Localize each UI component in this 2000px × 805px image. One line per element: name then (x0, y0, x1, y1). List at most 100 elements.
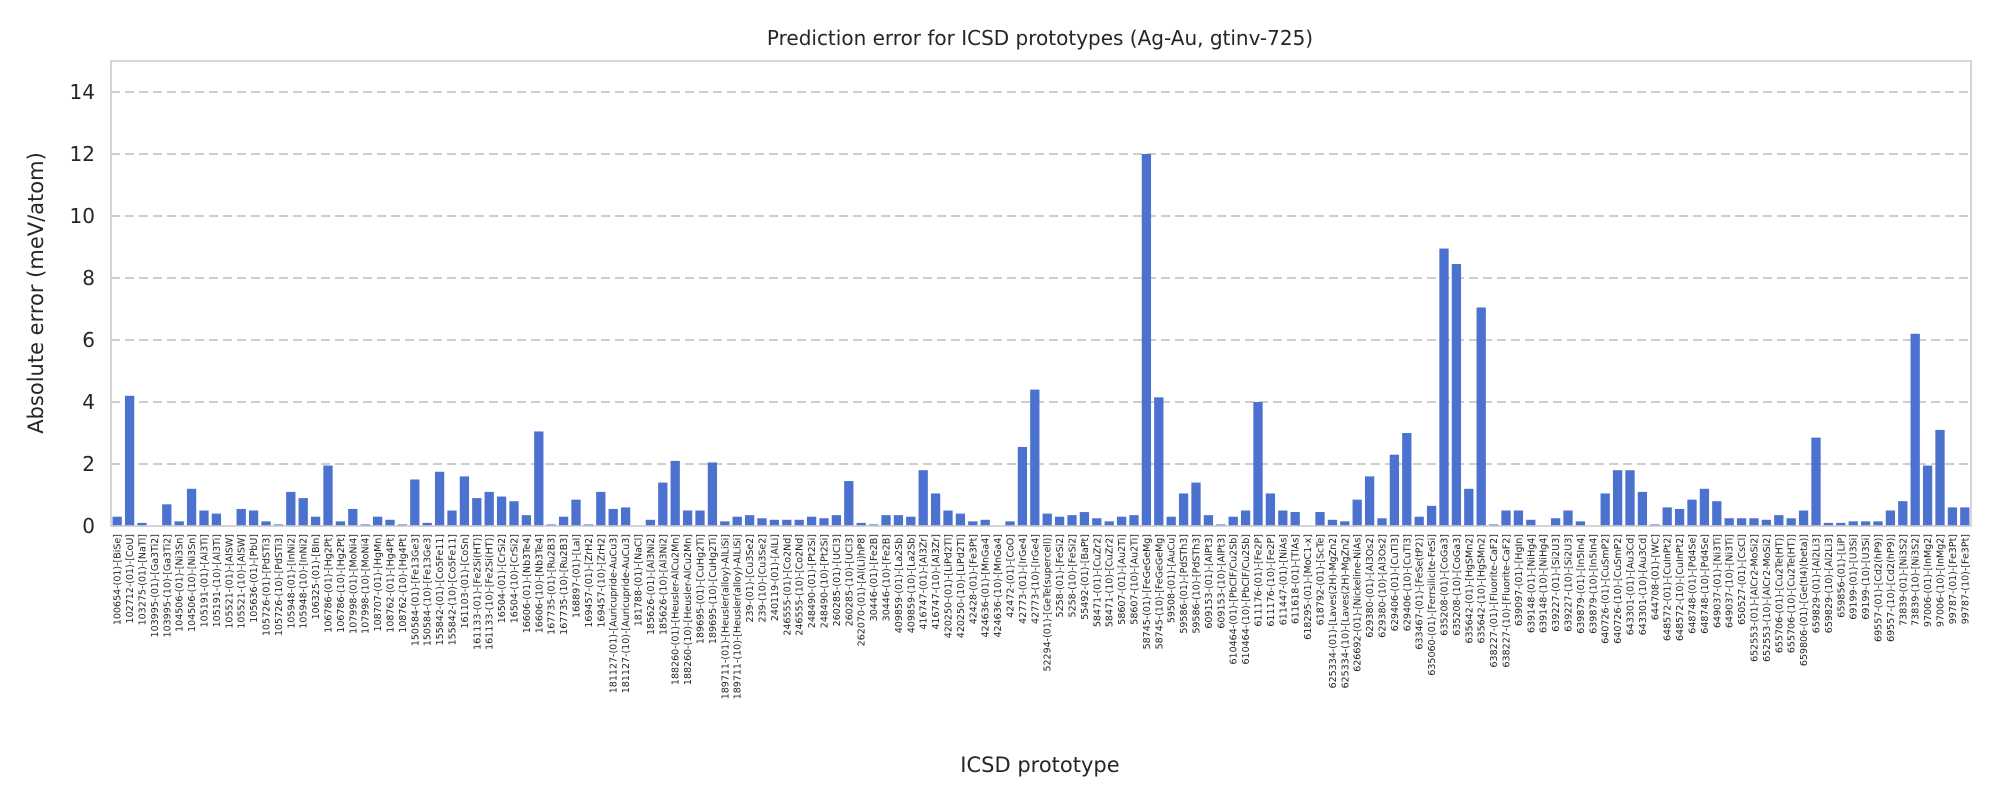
x-tick-label: 635060-(01)-[Ferrsilicite-FeSi] (1427, 534, 1438, 676)
x-tick-label: 239-(10)-[Cu3Se2] (758, 534, 769, 623)
y-tick-label: 2 (82, 452, 95, 476)
bar (906, 516, 916, 526)
x-tick-label: 99787-(10)-[Fe3Pt] (1960, 534, 1971, 624)
bar (1005, 521, 1015, 526)
bar (1501, 510, 1511, 526)
bar (720, 521, 730, 526)
x-tick-label: 239-(01)-[Cu3Se2] (745, 534, 756, 623)
x-tick-label: 73839-(10)-[Ni3S2] (1911, 534, 1922, 626)
x-tick-label: 635642-(10)-[HgSMn2] (1477, 534, 1488, 644)
x-tick-label: 188260-(10)-[Heusler-AlCu2Mn] (683, 534, 694, 685)
x-tick-label: 181788-(01)-[NaCl] (634, 534, 645, 626)
x-tick-label: 618792-(01)-[ScTe] (1316, 534, 1327, 625)
bar (980, 519, 990, 526)
x-tick-label: 424636-(01)-[MnGa4] (981, 534, 992, 637)
bar (1067, 515, 1077, 526)
x-tick-label: 610464-(10)-[PbClF/Cu2Sb] (1241, 534, 1252, 665)
x-tick-label: 189711-(01)-[Heusler(alloy)-AlLiSi] (720, 534, 731, 699)
x-tick-label: 629380-(01)-[Al3Os2] (1365, 534, 1376, 638)
x-tick-label: 648572-(01)-[CuInPt2] (1663, 534, 1674, 641)
x-tick-label: 189695-(01)-[CuHg2Ti] (696, 534, 707, 644)
bar (1625, 470, 1635, 526)
x-tick-label: 5258-(10)-[FeSi2] (1068, 534, 1079, 617)
y-tick-label: 0 (82, 514, 95, 538)
bar (447, 510, 457, 526)
bar (918, 470, 928, 526)
x-tick-label: 629406-(01)-[CuTl3] (1390, 534, 1401, 631)
y-axis-label: Absolute error (meV/atom) (24, 152, 48, 434)
bar (1116, 516, 1127, 526)
bar (1885, 510, 1896, 526)
x-tick-label: 420250-(10)-[LiPd2Tl] (956, 534, 967, 638)
x-tick-label: 639227-(10)-[Si2U3] (1564, 534, 1575, 632)
x-tick-label: 169457-(01)-[ZrH2] (584, 534, 595, 628)
x-tick-label: 108762-(10)-[Hg4Pt] (398, 534, 409, 633)
bar (819, 518, 829, 526)
bar (893, 515, 904, 526)
x-tick-label: 155842-(10)-[Co5Fe11] (448, 534, 459, 645)
x-tick-label: 640726-(01)-[CuSmP2] (1601, 534, 1612, 644)
bar (1464, 488, 1474, 526)
x-tick-label: 105191-(10)-[Al3Ti] (212, 534, 223, 627)
bar (930, 493, 941, 526)
x-tick-label: 650527-(01)-[CsCl] (1737, 534, 1748, 625)
bar (521, 515, 532, 526)
bar (310, 516, 321, 526)
x-ticks: 100654-(01)-[BiSe] 102712-(01)-[CoU] 10327… (113, 534, 1972, 699)
bar (1947, 507, 1958, 526)
bar (1253, 402, 1263, 526)
bar (286, 491, 296, 526)
x-tick-label: 42773-(10)-[IrGe4] (1030, 534, 1041, 624)
x-tick-label: 16504-(01)-[CrSi2] (497, 534, 508, 623)
x-tick-label: 635208-(01)-[CoGa3] (1440, 534, 1451, 636)
bar (1228, 516, 1238, 526)
bar (335, 521, 346, 526)
x-tick-label: 16606-(10)-[Nb3Te4] (534, 534, 545, 633)
x-tick-label: 625334-(01)-[Laves(2H)-MgZn2] (1328, 534, 1339, 688)
x-tick-label: 105726-(10)-[PdSTi3] (274, 534, 285, 636)
x-tick-label: 105726-(01)-[PdSTi3] (262, 534, 273, 636)
x-tick-label: 638227-(10)-[Fluorite-CaF2] (1502, 534, 1513, 667)
bar (459, 476, 470, 526)
x-tick-label: 30446-(01)-[Fe2B] (869, 534, 880, 621)
x-tick-label: 659856-(01)-[LiP] (1836, 534, 1847, 618)
x-tick-label: 639227-(01)-[Si2U3] (1551, 534, 1562, 632)
x-tick-label: 248490-(10)-[Pt2Si] (820, 534, 831, 628)
x-tick-label: 643301-(10)-[Au3Cd] (1638, 534, 1649, 635)
x-tick-label: 108707-(01)-[HgMn] (373, 534, 384, 631)
x-tick-label: 643301-(01)-[Au3Cd] (1626, 534, 1637, 635)
grid-layer (111, 91, 1971, 465)
x-tick-label: 58471-(01)-[CuZr2] (1092, 534, 1103, 627)
x-tick-label: 416747-(10)-[Al3Zr] (931, 534, 942, 630)
x-tick-label: 409859-(10)-[La2Sb] (906, 534, 917, 633)
bar (199, 510, 209, 526)
bar (1017, 446, 1028, 526)
x-tick-label: 105636-(01)-[PbU] (249, 534, 260, 623)
x-tick-label: 55492-(01)-[BaPt] (1080, 534, 1091, 620)
x-tick-label: 609153-(10)-[AlPt3] (1216, 534, 1227, 629)
bar (1476, 307, 1486, 526)
x-tick-label: 639879-(01)-[In5In4] (1576, 534, 1587, 634)
x-tick-label: 181127-(10)-[Auricupride-AuCu3] (621, 534, 632, 693)
bar (1278, 510, 1288, 526)
x-tick-label: 16606-(01)-[Nb3Te4] (522, 534, 533, 633)
bar (1960, 507, 1970, 526)
x-tick-label: 161133-(01)-[Fe2Si(HT)] (472, 534, 483, 650)
bar (1674, 508, 1685, 526)
bar (211, 513, 222, 526)
bar (236, 508, 246, 526)
x-tick-label: 185626-(01)-[Al3Ni2] (646, 534, 657, 635)
x-tick-label: 618295-(01)-[MoC1-x] (1303, 534, 1314, 640)
bar (509, 501, 519, 526)
bar (1637, 491, 1648, 526)
bar (744, 515, 755, 526)
bar (1848, 521, 1858, 526)
x-tick-label: 150584-(10)-[Fe13Ge3] (423, 534, 434, 646)
bar (1327, 519, 1338, 526)
x-tick-label: 106786-(10)-[Hg2Pt] (336, 534, 347, 633)
bar (484, 491, 494, 526)
x-tick-label: 629406-(10)-[CuTl3] (1402, 534, 1413, 631)
x-tick-label: 105521-(10)-[AlSW] (237, 534, 248, 629)
bar (422, 522, 432, 526)
